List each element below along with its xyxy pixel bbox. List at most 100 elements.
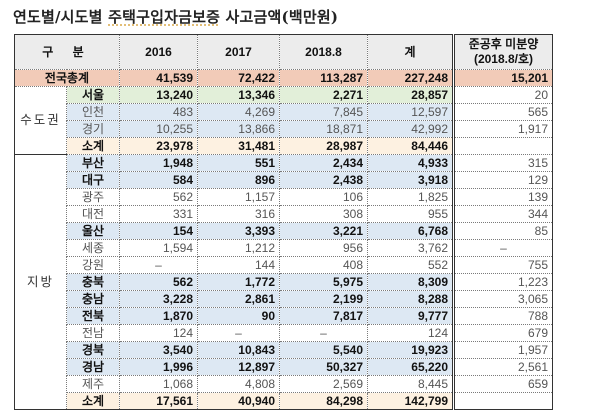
value-2017: 3,393: [197, 222, 280, 240]
value-unsold: [452, 392, 553, 410]
value-2016: 562: [119, 273, 198, 291]
value-2016: 3,228: [119, 290, 198, 308]
value-total: 955: [367, 205, 454, 223]
value-total: 65,220: [367, 358, 454, 376]
value-2017: 2,861: [197, 290, 280, 308]
value-unsold: 2,561: [452, 358, 553, 376]
value-2018: 7,845: [279, 103, 368, 121]
value-unsold: 659: [452, 375, 553, 393]
table-row: 대구 584 896 2,438 3,918 129: [15, 171, 553, 189]
value-unsold: 85: [452, 222, 553, 240]
value-total: 142,799: [367, 392, 454, 410]
national-total-row: 전국총계 41,539 72,422 113,287 227,248 15,20…: [14, 69, 553, 87]
region-cell: 경북: [66, 341, 120, 359]
region-cell: 세종: [66, 239, 120, 257]
header-2018-8: 2018.8: [279, 34, 368, 70]
value-2017: 13,346: [197, 86, 280, 104]
region-cell: 대구: [66, 171, 120, 189]
value-total: 9,777: [367, 307, 454, 325]
value-2018: 50,327: [279, 358, 368, 376]
value-2018: 408: [279, 256, 368, 274]
value-total: 552: [367, 256, 454, 274]
value-2017: 896: [197, 171, 280, 189]
national-total-sum: 227,248: [367, 69, 454, 87]
value-unsold: 344: [452, 205, 553, 223]
value-2016: 1,068: [119, 375, 198, 393]
region-cell: 서울: [66, 86, 120, 104]
national-total-unsold: 15,201: [452, 69, 553, 87]
region-cell: 충북: [66, 273, 120, 291]
value-total: 8,309: [367, 273, 454, 291]
value-total: 8,288: [367, 290, 454, 308]
value-total: 84,446: [367, 137, 454, 155]
value-total: 3,918: [367, 171, 454, 189]
value-unsold: [452, 137, 553, 155]
value-2017: 31,481: [197, 137, 280, 155]
value-2016: 17,561: [119, 392, 198, 410]
value-total: 6,768: [367, 222, 454, 240]
table-row: 강원 –144 408 552 755: [15, 256, 553, 274]
title-suffix: 사고금액(백만원): [220, 8, 339, 26]
value-2018: 2,199: [279, 290, 368, 308]
group-label: 수도권: [14, 86, 67, 155]
value-2016: 13,240: [119, 86, 198, 104]
value-total: 28,857: [367, 86, 454, 104]
table-row: 경남 1,996 12,897 50,327 65,220 2,561: [15, 358, 553, 376]
value-2018: 5,540: [279, 341, 368, 359]
region-cell: 소계: [66, 137, 120, 155]
national-total-2018: 113,287: [279, 69, 368, 87]
value-2018: 308: [279, 205, 368, 223]
value-2017: 10,843: [197, 341, 280, 359]
value-2016: 1,870: [119, 307, 198, 325]
value-total: 12,597: [367, 103, 454, 121]
value-2017: 1,212: [197, 239, 280, 257]
value-total: 3,762: [367, 239, 454, 257]
header-category: 구 분: [14, 34, 120, 70]
value-2018: 18,871: [279, 120, 368, 138]
value-2016: 3,540: [119, 341, 198, 359]
region-cell: 광주: [66, 188, 120, 206]
value-total: 1,825: [367, 188, 454, 206]
value-2016: 331: [119, 205, 198, 223]
national-total-2017: 72,422: [197, 69, 280, 87]
national-total-label: 전국총계: [14, 69, 120, 87]
value-2018: 2,434: [279, 154, 368, 172]
value-2017: 144: [197, 256, 280, 274]
national-total-2016: 41,539: [119, 69, 198, 87]
region-cell: 전북: [66, 307, 120, 325]
table-row: 제주 1,068 4,808 2,569 8,445 659: [15, 375, 553, 393]
header-unsold: 준공후 미분양 (2018.8/호): [452, 34, 553, 70]
value-unsold: 1,223: [452, 273, 553, 291]
value-2017: 1,157: [197, 188, 280, 206]
region-cell: 강원: [66, 256, 120, 274]
table-row: 광주 562 1,157 106 1,825 139: [15, 188, 553, 206]
value-total: 8,445: [367, 375, 454, 393]
table-row: 인천 483 4,269 7,845 12,597 565: [15, 103, 553, 121]
value-2016: 483: [119, 103, 198, 121]
table-row: 대전 331 316 308 955 344: [15, 205, 553, 223]
value-2017: 4,808: [197, 375, 280, 393]
value-2018: 2,438: [279, 171, 368, 189]
header-2016: 2016: [119, 34, 198, 70]
value-unsold: 565: [452, 103, 553, 121]
header-2017: 2017: [197, 34, 280, 70]
table-row: 경기 10,255 13,866 18,871 42,992 1,917: [15, 120, 553, 138]
region-cell: 충남: [66, 290, 120, 308]
table-row: 소계 23,978 31,481 28,987 84,446: [15, 137, 553, 155]
table-row: 전남 124– –124 679: [15, 324, 553, 342]
value-2016: 124: [119, 324, 198, 342]
value-unsold: 1,957: [452, 341, 553, 359]
table-row: 충북 562 1,772 5,975 8,309 1,223: [15, 273, 553, 291]
value-2017: 40,940: [197, 392, 280, 410]
region-cell: 제주: [66, 375, 120, 393]
value-2017: 13,866: [197, 120, 280, 138]
value-2017: 90: [197, 307, 280, 325]
table-row: 수도권 서울 13,240 13,346 2,271 28,857 20: [14, 86, 553, 155]
value-2018: 106: [279, 188, 368, 206]
value-2017: 551: [197, 154, 280, 172]
value-unsold: 20: [452, 86, 553, 104]
table-row: 경북 3,540 10,843 5,540 19,923 1,957: [15, 341, 553, 359]
value-2018: 3,221: [279, 222, 368, 240]
region-cell: 경남: [66, 358, 120, 376]
value-total: 4,933: [367, 154, 454, 172]
